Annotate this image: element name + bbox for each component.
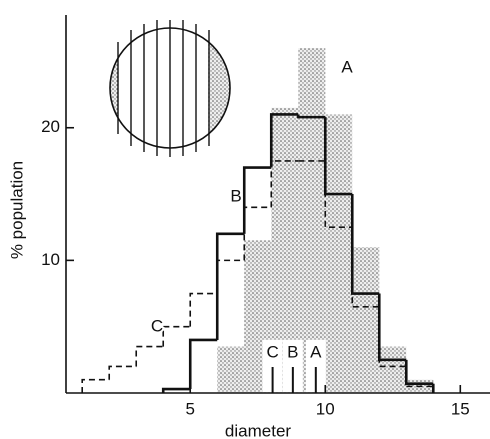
histogram-step (243, 206, 272, 261)
bar (379, 346, 407, 393)
histogram-step (188, 338, 218, 390)
marker-backdrop (262, 340, 283, 392)
histogram-step (324, 160, 353, 229)
histogram-step (296, 114, 326, 119)
y-tick-label: 10 (41, 250, 60, 269)
histogram-step (270, 160, 299, 208)
bar (217, 346, 245, 393)
series-label: C (151, 316, 163, 335)
histogram-step (108, 365, 137, 380)
bar (352, 247, 380, 393)
marker-backdrop (282, 340, 303, 392)
marker-label: A (310, 342, 322, 361)
marker-label: B (287, 342, 298, 361)
histogram-step (162, 325, 191, 347)
histogram-step (161, 387, 191, 393)
series-label: A (341, 57, 353, 76)
x-tick-label: 5 (185, 399, 194, 418)
inset-diagram (109, 20, 231, 157)
histogram-step (81, 378, 110, 393)
marker-label: C (266, 342, 278, 361)
histogram-step (216, 259, 245, 294)
histogram-step (242, 166, 272, 234)
bar (298, 48, 326, 393)
x-axis-label: diameter (225, 421, 291, 439)
marker-backdrop (305, 340, 326, 392)
bar (325, 114, 353, 393)
histogram-step (135, 345, 164, 367)
histogram-step (189, 292, 218, 327)
x-tick-label: 10 (316, 399, 335, 418)
x-tick-label: 15 (451, 399, 470, 418)
histogram-step (215, 232, 245, 340)
series-label: B (230, 186, 241, 205)
y-tick-label: 20 (41, 117, 60, 136)
y-axis-label: % population (7, 161, 26, 259)
histogram-step (269, 113, 299, 168)
